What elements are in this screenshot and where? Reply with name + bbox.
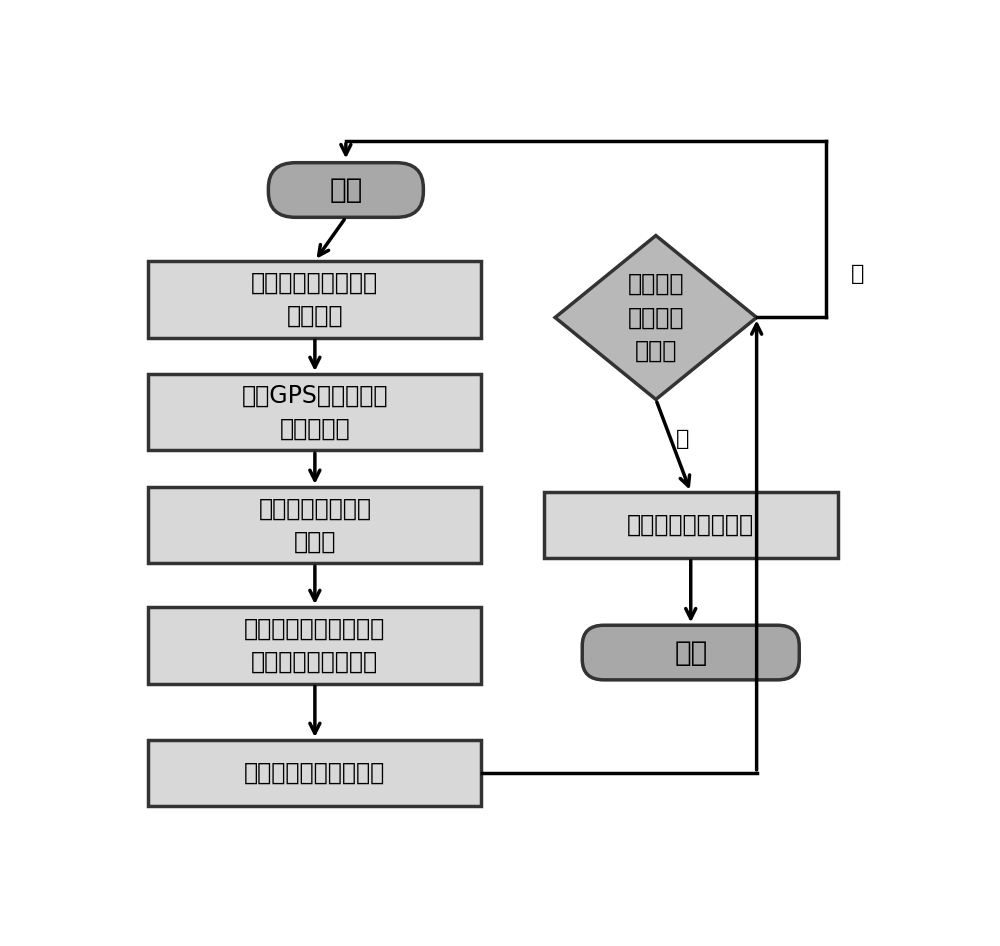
Bar: [148, 607, 481, 684]
Text: 基于陀螺仪获取车辆
前进方向: 基于陀螺仪获取车辆 前进方向: [251, 271, 378, 328]
Text: 太阳光是
否传入光
谱仪内: 太阳光是 否传入光 谱仪内: [628, 272, 684, 363]
Bar: [544, 492, 838, 558]
Text: 计算太阳方位角与
高度角: 计算太阳方位角与 高度角: [258, 497, 371, 553]
Bar: [148, 374, 481, 450]
Bar: [148, 261, 481, 338]
Text: 基于GPS获取时间，
经纬度信息: 基于GPS获取时间， 经纬度信息: [242, 383, 388, 441]
Bar: [148, 487, 481, 563]
Text: 否: 否: [851, 264, 864, 284]
Text: 光谱仪采集太阳光谱: 光谱仪采集太阳光谱: [627, 513, 754, 537]
Polygon shape: [555, 236, 757, 399]
Text: 基于太阳高度角和方位
角计算电机转动脉冲: 基于太阳高度角和方位 角计算电机转动脉冲: [244, 617, 386, 674]
Text: 驱动电机转动反射镜片: 驱动电机转动反射镜片: [244, 761, 386, 785]
Text: 是: 是: [676, 429, 690, 449]
FancyBboxPatch shape: [582, 625, 799, 680]
FancyBboxPatch shape: [268, 163, 423, 218]
Text: 开机: 开机: [329, 176, 362, 204]
Bar: [148, 740, 481, 806]
Text: 结束: 结束: [674, 639, 707, 667]
